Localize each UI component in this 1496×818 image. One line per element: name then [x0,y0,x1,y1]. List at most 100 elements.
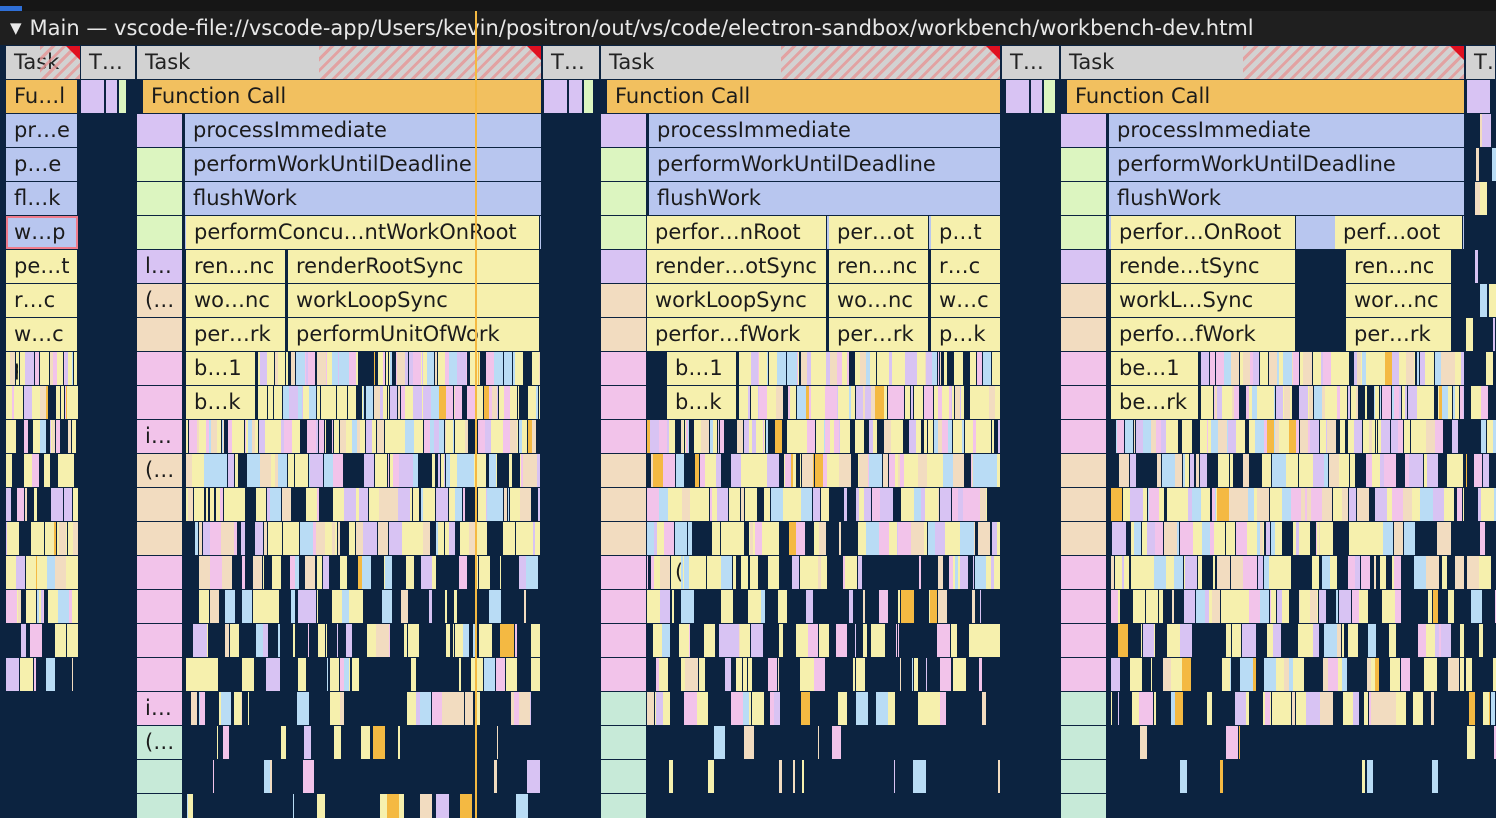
deep-stack-event[interactable] [713,420,718,453]
deep-stack-event[interactable] [695,454,700,487]
flame-event-c3-r6b[interactable]: ren…nc [1346,250,1452,283]
flame-event-c1-r16[interactable] [137,590,183,623]
deep-stack-event[interactable] [767,352,769,385]
deep-stack-event[interactable] [766,488,771,521]
flame-event-c3-r3[interactable] [1061,148,1107,181]
deep-stack-event[interactable] [1309,386,1314,419]
deep-stack-event[interactable] [446,624,451,657]
flame-event-c1-r5[interactable]: performConcu…ntWorkOnRoot [186,216,540,249]
deep-stack-event[interactable] [749,386,751,419]
deep-stack-event[interactable] [961,386,965,419]
deep-stack-event[interactable] [463,488,466,521]
deep-stack-event[interactable] [1409,454,1424,487]
deep-stack-event[interactable] [1480,284,1488,317]
deep-stack-event[interactable] [983,352,992,385]
deep-stack-event[interactable] [689,624,691,657]
deep-stack-event[interactable] [25,352,35,385]
deep-stack-event[interactable] [374,352,376,385]
deep-stack-event[interactable] [34,658,37,691]
deep-stack-event[interactable] [326,624,328,657]
deep-stack-event[interactable] [500,556,502,589]
deep-stack-event[interactable] [46,386,49,419]
deep-stack-event[interactable] [1395,590,1402,623]
deep-stack-event[interactable] [385,556,393,589]
flame-event-c1-r10[interactable] [137,386,183,419]
deep-stack-event[interactable] [1282,590,1290,623]
deep-stack-event[interactable] [858,556,863,589]
deep-stack-event[interactable] [291,522,300,555]
deep-stack-event[interactable] [819,624,830,657]
deep-stack-event[interactable] [725,658,732,691]
deep-stack-event[interactable] [263,556,265,589]
deep-stack-event[interactable] [944,352,948,385]
deep-stack-event[interactable] [389,624,391,657]
deep-stack-event[interactable] [420,794,433,818]
deep-stack-event[interactable] [672,420,676,453]
deep-stack-event[interactable] [399,454,414,487]
deep-stack-event[interactable] [1424,658,1438,691]
deep-stack-event[interactable] [1226,624,1232,657]
deep-stack-event[interactable] [237,420,245,453]
deep-stack-event[interactable] [898,386,905,419]
deep-stack-event[interactable] [821,488,830,521]
flame-event-c1-r2[interactable] [137,114,183,147]
deep-stack-event[interactable] [986,488,988,521]
deep-stack-event[interactable] [774,692,781,725]
deep-stack-event[interactable] [427,352,435,385]
deep-stack-event[interactable] [1357,488,1370,521]
deep-stack-event[interactable] [266,658,281,691]
deep-stack-event[interactable] [436,794,450,818]
deep-stack-event[interactable] [438,522,445,555]
deep-stack-event[interactable] [1213,556,1216,589]
deep-stack-event[interactable] [647,692,655,725]
deep-stack-event[interactable] [515,624,518,657]
deep-stack-event[interactable] [1167,624,1181,657]
flame-event-c1-r8a[interactable]: per…rk [186,318,286,351]
deep-stack-event[interactable] [268,386,274,419]
deep-stack-event[interactable] [720,420,725,453]
deep-stack-event[interactable] [1299,454,1314,487]
flame-event-c2-r21[interactable] [601,760,647,793]
deep-stack-event[interactable] [255,522,264,555]
deep-stack-event[interactable] [420,692,432,725]
deep-stack-event[interactable] [282,488,292,521]
deep-stack-event[interactable] [1390,658,1401,691]
deep-stack-event[interactable] [516,794,529,818]
deep-stack-event[interactable] [954,352,964,385]
flame-event-t1-task[interactable]: T… [81,46,136,79]
deep-stack-event[interactable] [186,420,189,453]
flame-event-c2-r6[interactable] [601,250,647,283]
deep-stack-event[interactable] [846,488,848,521]
flame-event-c3-r3[interactable]: flushWork [1109,182,1465,215]
deep-stack-event[interactable] [340,556,348,589]
deep-stack-event[interactable] [500,624,515,657]
deep-stack-event[interactable] [863,624,868,657]
flame-event-c2-r15[interactable] [601,556,647,589]
deep-stack-event[interactable] [883,454,889,487]
deep-stack-event[interactable] [1448,386,1453,419]
deep-stack-event[interactable] [1260,352,1269,385]
deep-stack-event[interactable] [484,658,496,691]
flame-event-c0-r5[interactable]: pe…t [6,250,78,283]
deep-stack-event[interactable] [69,556,79,589]
deep-stack-event[interactable] [1185,556,1198,589]
deep-stack-event[interactable] [999,624,1001,657]
deep-stack-event[interactable] [1327,420,1337,453]
deep-stack-event[interactable] [386,352,389,385]
flame-event-c1-side7[interactable]: (… [137,284,183,317]
deep-stack-event[interactable] [1292,692,1296,725]
deep-stack-event[interactable] [377,420,385,453]
deep-stack-event[interactable] [1460,624,1465,657]
deep-stack-event[interactable] [259,386,268,419]
deep-stack-event[interactable] [1375,658,1380,691]
deep-stack-event[interactable] [1154,692,1157,725]
deep-stack-event[interactable] [806,590,814,623]
deep-stack-event[interactable] [940,488,952,521]
deep-stack-event[interactable] [938,590,948,623]
deep-stack-event[interactable] [974,522,976,555]
deep-stack-event[interactable] [412,556,415,589]
deep-stack-event[interactable] [708,760,715,793]
deep-stack-event[interactable] [744,726,755,759]
deep-stack-event[interactable] [356,352,359,385]
deep-stack-event[interactable] [712,522,721,555]
